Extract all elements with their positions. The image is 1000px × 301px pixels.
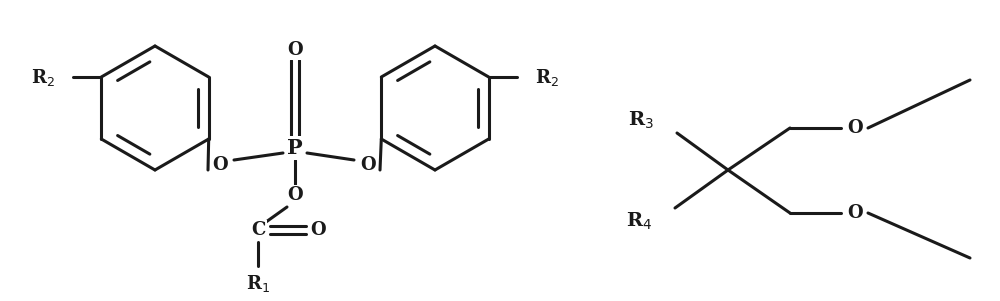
Text: O: O [212,156,228,174]
Text: O: O [847,204,863,222]
Text: R$_2$: R$_2$ [31,67,55,88]
Text: R$_1$: R$_1$ [246,272,270,293]
Text: O: O [310,221,326,239]
Text: R$_4$: R$_4$ [626,210,652,232]
Text: O: O [360,156,376,174]
Text: C: C [251,221,265,239]
Text: R$_3$: R$_3$ [628,109,654,131]
Text: O: O [287,41,303,59]
Text: O: O [847,119,863,137]
Text: O: O [287,186,303,204]
Text: R$_2$: R$_2$ [535,67,559,88]
Text: P: P [287,138,303,158]
